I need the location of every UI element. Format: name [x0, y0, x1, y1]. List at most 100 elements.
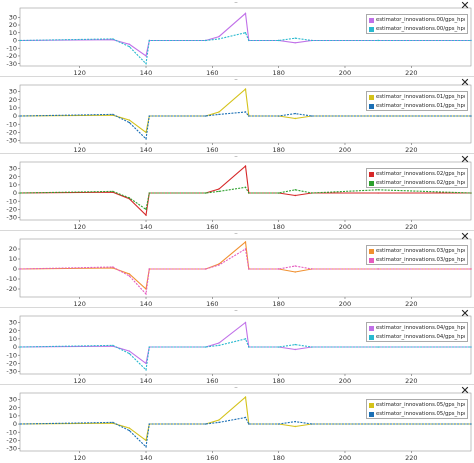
series-line [19, 32, 471, 65]
legend-item[interactable]: estimator_innovations.03/gps_hpos.01 [369, 256, 465, 265]
series-point [148, 192, 151, 194]
plot-frame [19, 161, 472, 221]
legend-item[interactable]: estimator_innovations.01/gps_hpos.01 [369, 102, 465, 111]
legend-swatch [369, 249, 374, 254]
series-point [244, 111, 247, 113]
series-point [377, 39, 379, 42]
plot-area[interactable]: -20 -10 0 10 20 120 140 160 180 200 220 [0, 231, 474, 308]
plot-panel[interactable]: -30 -20 -10 0 10 20 30 120 140 160 180 200 220 estima… [0, 152, 474, 231]
x-tick-label: 180 [272, 223, 284, 231]
y-tick-label: 20 [9, 96, 17, 104]
close-icon[interactable]: ✕ [460, 153, 470, 166]
y-tick-label: 20 [9, 173, 17, 181]
panel-divider[interactable] [0, 76, 474, 77]
plot-panel[interactable]: -30 -20 -10 0 10 20 30 120 140 160 180 200 220 estima… [0, 0, 474, 77]
legend-item[interactable]: estimator_innovations.01/gps_hpos.00 [369, 93, 465, 102]
legend-item[interactable]: estimator_innovations.00/gps_hpos.00 [369, 16, 465, 25]
y-tick-label: -10 [6, 44, 17, 52]
series-point [294, 343, 296, 346]
series-point [470, 423, 472, 425]
legend-swatch [369, 258, 374, 263]
close-icon[interactable]: ✕ [460, 0, 470, 12]
close-icon[interactable]: ✕ [460, 384, 470, 397]
close-icon[interactable]: ✕ [460, 307, 470, 320]
plot-frame [19, 238, 472, 298]
series-point [205, 268, 207, 270]
legend-item[interactable]: estimator_innovations.05/gps_hpos.01 [369, 410, 465, 419]
series-point [311, 192, 313, 194]
legend-item[interactable]: estimator_innovations.04/gps_hpos.00 [369, 324, 465, 333]
series-point [248, 192, 250, 194]
legend-label: estimator_innovations.02/gps_hpos.01 [376, 180, 465, 186]
y-tick-label: 30 [9, 88, 17, 96]
series-point [19, 346, 21, 348]
drag-handle-icon[interactable]: – [234, 0, 238, 6]
x-tick-label: 160 [206, 69, 218, 77]
panel-divider[interactable] [0, 384, 474, 385]
x-tick-label: 120 [73, 69, 85, 77]
series-point [248, 39, 250, 42]
y-tick-label: -20 [6, 129, 17, 137]
legend-swatch [369, 104, 374, 109]
y-tick-label: -20 [6, 206, 17, 214]
series-point [145, 62, 147, 65]
legend-label: estimator_innovations.01/gps_hpos.01 [376, 103, 465, 109]
series-point [218, 188, 220, 190]
y-tick-label: 20 [9, 404, 17, 412]
series-point [218, 190, 220, 193]
series-point [145, 293, 147, 295]
panel-divider[interactable] [0, 307, 474, 308]
legend-item[interactable]: estimator_innovations.03/gps_hpos.00 [369, 247, 465, 256]
series-point [311, 423, 313, 425]
series-point [112, 421, 114, 424]
series-point [145, 439, 147, 442]
y-tick-label: -10 [6, 275, 17, 283]
series-point [244, 32, 247, 34]
plot-frame [19, 392, 472, 452]
series-point [19, 423, 21, 425]
y-tick-label: 10 [9, 29, 17, 37]
legend-label: estimator_innovations.00/gps_hpos.00 [376, 17, 465, 23]
legend-item[interactable]: estimator_innovations.00/gps_hpos.01 [369, 25, 465, 34]
series-point [294, 425, 296, 428]
legend-label: estimator_innovations.04/gps_hpos.00 [376, 325, 465, 331]
series-line [19, 396, 471, 442]
legend-item[interactable]: estimator_innovations.02/gps_hpos.01 [369, 179, 465, 188]
series-line [19, 186, 472, 211]
series-point [112, 344, 114, 347]
close-icon[interactable]: ✕ [460, 230, 470, 243]
plot-panel[interactable]: -30 -20 -10 0 10 20 30 120 140 160 180 200 220 estima… [0, 75, 474, 154]
y-tick-label: 0 [13, 420, 17, 428]
legend-item[interactable]: estimator_innovations.05/gps_hpos.00 [369, 401, 465, 410]
series-point [294, 348, 296, 351]
drag-handle-icon[interactable]: – [234, 229, 238, 237]
x-tick-label: 220 [405, 300, 417, 308]
close-icon[interactable]: ✕ [460, 76, 470, 89]
panel-divider[interactable] [0, 230, 474, 231]
series-line [19, 248, 471, 296]
panel-divider[interactable] [0, 153, 474, 154]
y-tick-label: 0 [13, 37, 17, 45]
series-point [244, 12, 247, 15]
plot-panel[interactable]: -30 -20 -10 0 10 20 30 120 140 160 180 200 220 estima… [0, 306, 474, 385]
drag-handle-icon[interactable]: – [234, 383, 238, 391]
series-point [277, 192, 280, 194]
drag-handle-icon[interactable]: – [234, 306, 238, 314]
legend: estimator_innovations.01/gps_hpos.00esti… [366, 91, 468, 111]
legend-item[interactable]: estimator_innovations.04/gps_hpos.01 [369, 333, 465, 342]
drag-handle-icon[interactable]: – [234, 152, 238, 160]
y-tick-label: -30 [6, 214, 17, 222]
series-point [277, 346, 280, 348]
y-tick-label: -10 [6, 351, 17, 359]
series-point [148, 115, 151, 117]
plot-panel[interactable]: -30 -20 -10 0 10 20 30 120 140 160 180 200 220 estima… [0, 383, 474, 462]
y-tick-label: 30 [9, 165, 17, 173]
drag-handle-icon[interactable]: – [234, 75, 238, 83]
legend-item[interactable]: estimator_innovations.02/gps_hpos.00 [369, 170, 465, 179]
plot-panel[interactable]: -20 -10 0 10 20 120 140 160 180 200 220 estimator_i… [0, 229, 474, 308]
